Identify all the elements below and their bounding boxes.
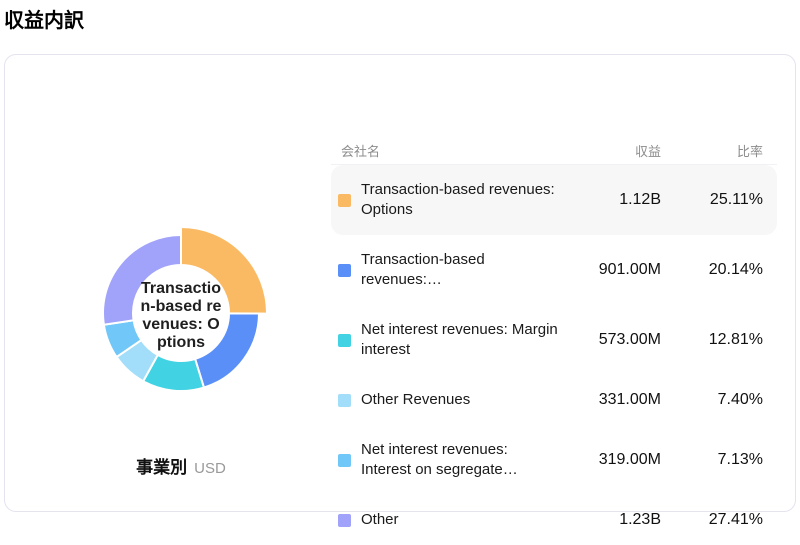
table-row[interactable]: Net interest revenues: Interest on segre… [331, 425, 777, 495]
series-color-swatch [338, 333, 351, 347]
series-color-swatch [338, 193, 351, 207]
donut-slice[interactable] [194, 312, 260, 389]
table-row[interactable]: Transaction-based revenues:… 901.00M 20.… [331, 235, 777, 305]
row-value: 573.00M [598, 331, 661, 348]
table-row[interactable]: Other 1.23B 27.41% [331, 495, 777, 545]
donut-slice[interactable] [102, 234, 182, 326]
header-ratio: 比率 [736, 144, 763, 159]
table-row[interactable]: Net interest revenues: Margin interest 5… [331, 305, 777, 375]
series-color-swatch [338, 393, 351, 407]
donut-chart-svg[interactable] [81, 213, 281, 413]
chart-dimension-label: 事業別 [136, 458, 188, 477]
table-header-row: 会社名 収益 比率 [331, 137, 777, 165]
row-value: 331.00M [598, 391, 661, 408]
row-label: Net interest revenues: Interest on segre… [361, 441, 518, 478]
table-row[interactable]: Transaction-based revenues: Options 1.12… [331, 165, 777, 235]
row-value: 901.00M [598, 261, 661, 278]
series-color-swatch [338, 513, 351, 527]
row-ratio: 12.81% [708, 331, 763, 348]
header-value: 収益 [634, 144, 661, 159]
row-ratio: 25.11% [709, 191, 763, 208]
table-row[interactable]: Other Revenues 331.00M 7.40% [331, 375, 777, 425]
breakdown-table: 会社名 収益 比率 Transaction-based revenues: Op… [331, 137, 777, 545]
donut-slice[interactable] [180, 226, 269, 315]
row-value: 319.00M [598, 451, 661, 468]
row-ratio: 7.13% [717, 451, 763, 468]
row-ratio: 20.14% [708, 261, 763, 278]
series-color-swatch [338, 263, 351, 277]
row-value: 1.23B [619, 511, 661, 528]
page-title: 収益内訳 [4, 10, 84, 32]
series-color-swatch [338, 453, 351, 467]
row-label: Other Revenues [361, 391, 471, 408]
row-ratio: 7.40% [717, 391, 763, 408]
donut-chart[interactable]: Transactio n-based re venues: O ptions [81, 213, 281, 413]
chart-footer: 事業別 USD [81, 453, 281, 478]
chart-unit-label: USD [194, 460, 226, 477]
row-label: Other [361, 511, 399, 528]
row-label: Net interest revenues: Margin interest [361, 321, 558, 358]
row-ratio: 27.41% [708, 511, 763, 528]
row-value: 1.12B [619, 191, 661, 208]
row-label: Transaction-based revenues: Options [361, 181, 555, 218]
header-name: 会社名 [341, 144, 381, 159]
revenue-breakdown-card: Transactio n-based re venues: O ptions 事… [4, 54, 796, 528]
row-label: Transaction-based revenues:… [361, 251, 485, 288]
